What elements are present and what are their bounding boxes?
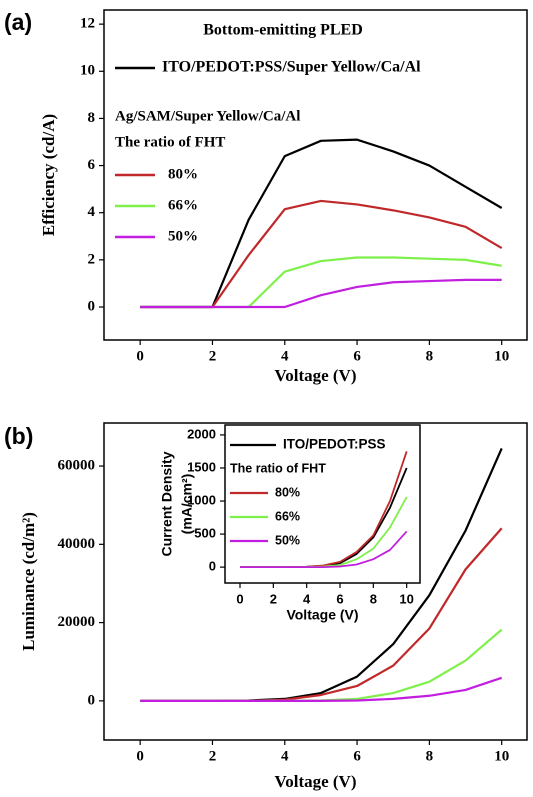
legend-note: The ratio of FHT bbox=[230, 461, 326, 475]
x-tick-label: 4 bbox=[281, 348, 289, 364]
x-tick-label: 6 bbox=[336, 591, 343, 606]
y-tick-label: 1000 bbox=[187, 492, 216, 507]
x-tick-label: 6 bbox=[353, 748, 361, 764]
data-line bbox=[240, 530, 408, 569]
y-tick-label: 2 bbox=[88, 251, 96, 267]
legend-entry: ITO/PEDOT:PSS/Super Yellow/Ca/Al bbox=[162, 59, 421, 76]
data-line bbox=[140, 676, 503, 702]
x-tick-label: 2 bbox=[270, 591, 277, 606]
y-tick-label: 60000 bbox=[58, 457, 96, 473]
plot-frame bbox=[224, 424, 421, 584]
legend-entry: 50% bbox=[168, 228, 198, 244]
y-tick-label: 40000 bbox=[58, 536, 96, 552]
x-tick-label: 10 bbox=[494, 348, 509, 364]
data-line bbox=[140, 138, 503, 309]
y-tick-label: 20000 bbox=[58, 614, 96, 630]
x-tick-label: 2 bbox=[209, 748, 217, 764]
plot-frame bbox=[103, 9, 528, 341]
x-tick-label: 0 bbox=[236, 591, 243, 606]
y-tick-label: 4 bbox=[88, 204, 96, 220]
y-axis-label: (mA/cm²) bbox=[179, 474, 195, 535]
y-tick-label: 0 bbox=[88, 692, 96, 708]
y-tick-label: 12 bbox=[80, 16, 95, 32]
y-tick-label: 2000 bbox=[187, 426, 216, 441]
y-tick-label: 500 bbox=[194, 526, 216, 541]
panel-label: (b) bbox=[4, 423, 33, 449]
legend-note: Ag/SAM/Super Yellow/Ca/Al bbox=[115, 108, 300, 124]
legend-entry: 66% bbox=[168, 197, 198, 213]
legend-entry: 80% bbox=[275, 485, 300, 499]
y-tick-label: 1500 bbox=[187, 459, 216, 474]
legend-entry: 80% bbox=[168, 166, 198, 182]
x-tick-label: 10 bbox=[399, 591, 413, 606]
y-tick-label: 8 bbox=[88, 110, 96, 126]
x-axis-label: Voltage (V) bbox=[275, 366, 357, 385]
data-line bbox=[140, 256, 502, 309]
x-axis-label: Voltage (V) bbox=[275, 772, 357, 791]
plot-frame bbox=[103, 422, 528, 741]
y-tick-label: 10 bbox=[80, 63, 95, 79]
legend-note: The ratio of FHT bbox=[115, 134, 225, 150]
y-axis-label: Efficiency (cd/A) bbox=[39, 114, 58, 236]
legend-title: Bottom-emitting PLED bbox=[203, 22, 363, 39]
y-axis-label: Current Density bbox=[159, 451, 175, 556]
x-axis-label: Voltage (V) bbox=[286, 607, 358, 623]
x-tick-label: 0 bbox=[136, 348, 144, 364]
x-tick-label: 4 bbox=[303, 591, 311, 606]
y-tick-label: 0 bbox=[88, 298, 96, 314]
x-tick-label: 2 bbox=[209, 348, 217, 364]
x-tick-label: 10 bbox=[494, 748, 509, 764]
x-tick-label: 6 bbox=[353, 348, 361, 364]
legend-entry: ITO/PEDOT:PSS bbox=[283, 437, 386, 452]
data-line bbox=[140, 278, 502, 309]
data-line bbox=[140, 628, 503, 702]
x-tick-label: 8 bbox=[426, 348, 434, 364]
x-tick-label: 0 bbox=[136, 748, 144, 764]
legend-entry: 66% bbox=[275, 509, 300, 523]
x-tick-label: 8 bbox=[426, 748, 434, 764]
y-tick-label: 0 bbox=[209, 559, 216, 574]
data-line bbox=[140, 199, 503, 309]
inset-background bbox=[225, 425, 420, 583]
x-tick-label: 8 bbox=[370, 591, 377, 606]
y-tick-label: 6 bbox=[88, 157, 96, 173]
legend-entry: 50% bbox=[275, 533, 300, 547]
panel-label: (a) bbox=[4, 9, 32, 35]
y-axis-label: Luminance (cd/m²) bbox=[19, 512, 38, 651]
x-tick-label: 4 bbox=[281, 748, 289, 764]
